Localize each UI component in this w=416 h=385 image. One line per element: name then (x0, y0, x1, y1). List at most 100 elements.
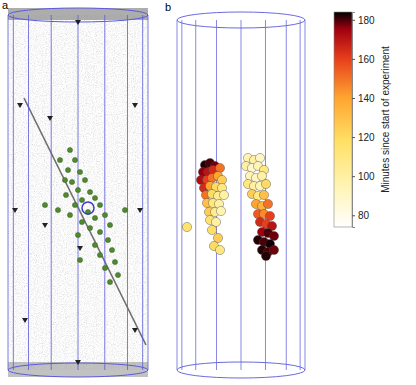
tick-label: 100 (358, 171, 375, 182)
colorbar-tick: 100 (352, 171, 375, 182)
event (102, 212, 107, 217)
wire-ellipse (8, 8, 148, 22)
event (182, 222, 191, 231)
wire-line (142, 15, 143, 370)
panel-letter: a (2, 0, 9, 11)
event (82, 177, 87, 182)
sensor (22, 318, 28, 323)
tick-label: 80 (358, 210, 370, 221)
wire-line (8, 15, 9, 370)
event (79, 197, 84, 202)
wire-line (181, 20, 182, 370)
event (92, 195, 97, 200)
colorbar-axis: 80 100 120 140 160 180 (352, 13, 375, 228)
event (261, 179, 270, 188)
event (215, 163, 224, 172)
tick-label: 180 (358, 15, 375, 26)
event (115, 272, 120, 277)
panel-letter: b (165, 1, 171, 13)
colorbar-label: Minutes since start of experiment (380, 46, 391, 193)
panel-b (177, 12, 305, 378)
event (97, 229, 102, 234)
event (263, 199, 272, 208)
event (216, 206, 225, 215)
wire-ellipse (177, 12, 305, 28)
event (107, 222, 112, 227)
event (87, 189, 92, 194)
event (107, 279, 112, 284)
event (102, 265, 107, 270)
wire-line (51, 15, 52, 370)
tick-mark (352, 137, 355, 138)
tick-label: 140 (358, 93, 375, 104)
event (65, 167, 70, 172)
event (77, 169, 82, 174)
tick-mark (352, 98, 355, 99)
colorbar-tick: 140 (352, 93, 375, 104)
tick-label: 160 (358, 54, 375, 65)
event (75, 232, 80, 237)
event (92, 242, 97, 247)
tick-mark (352, 20, 355, 21)
colorbar-tick: 160 (352, 54, 375, 65)
colorbar-tick: 80 (352, 210, 370, 221)
event (67, 212, 72, 217)
event (72, 202, 77, 207)
event (72, 157, 77, 162)
event (211, 217, 220, 226)
panel-a (8, 8, 148, 377)
event (92, 215, 97, 220)
event (269, 245, 278, 254)
wire-line (305, 20, 306, 370)
colorbar-tick: 180 (352, 15, 375, 26)
event (62, 177, 67, 182)
tick-label: 120 (358, 132, 375, 143)
events-a (42, 147, 127, 284)
event (87, 225, 92, 230)
sensor (137, 208, 143, 213)
focus-ring (82, 202, 94, 214)
sensor (75, 360, 81, 365)
sensor (47, 116, 53, 121)
event (213, 233, 222, 242)
colorbar-tick: 120 (352, 132, 375, 143)
event (215, 245, 224, 254)
events-b (182, 153, 278, 260)
figure: 80 100 120 140 160 180 Minutes since start of … (0, 0, 416, 385)
event (255, 153, 264, 162)
wire-line (104, 15, 105, 370)
wire-ellipse (8, 363, 148, 377)
tick-mark (352, 176, 355, 177)
event (79, 219, 84, 224)
sensor (17, 103, 23, 108)
wire-line (300, 20, 301, 370)
event (63, 192, 68, 197)
colorbar-domain (353, 13, 356, 228)
wire-line (241, 20, 242, 370)
event (122, 207, 127, 212)
tick-mark (352, 59, 355, 60)
event (57, 157, 62, 162)
sample-body (8, 15, 148, 370)
event (77, 257, 82, 262)
event (261, 251, 270, 260)
sensor (75, 20, 81, 25)
event (75, 187, 80, 192)
event (105, 237, 110, 242)
sensor (42, 223, 48, 228)
event (42, 202, 47, 207)
event (109, 247, 114, 252)
sensor (77, 246, 83, 251)
event (112, 259, 117, 264)
wire-line (177, 20, 178, 370)
event (219, 190, 228, 199)
sensor (132, 103, 138, 108)
wire-line (148, 15, 149, 370)
colorbar (334, 12, 352, 227)
wire-ellipse (177, 362, 305, 378)
event (97, 202, 102, 207)
wire-line (195, 20, 196, 370)
wire-line (127, 15, 128, 370)
event (69, 179, 74, 184)
event (257, 171, 266, 180)
